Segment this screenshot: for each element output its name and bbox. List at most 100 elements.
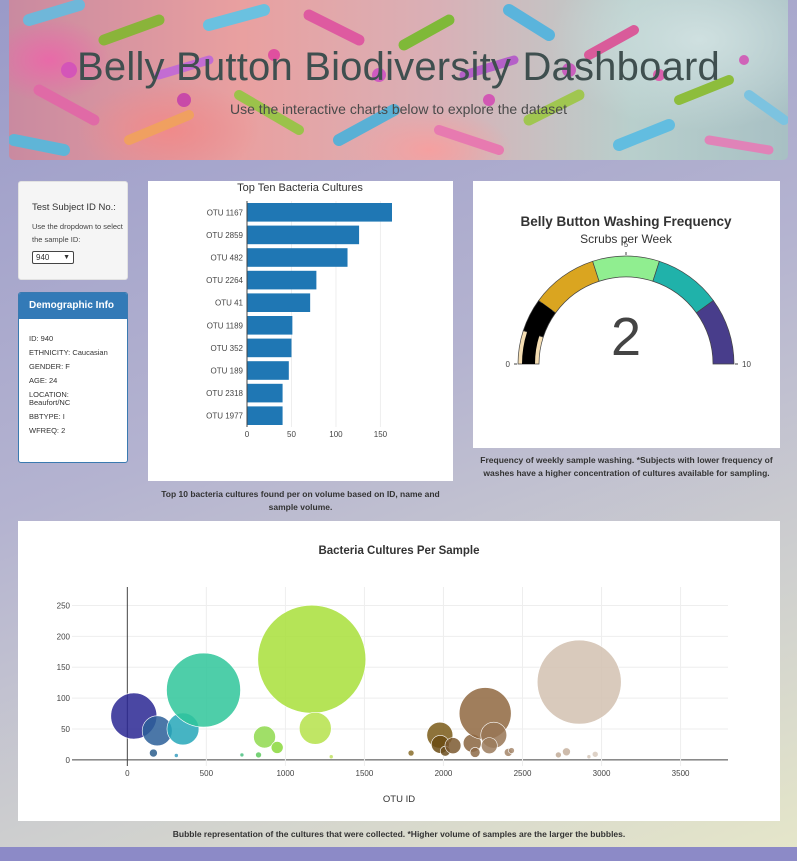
bar-mark (247, 293, 311, 312)
bar-x-tick-label: 100 (329, 430, 343, 439)
gauge-band (652, 260, 714, 314)
demographic-list: ID: 940 ETHNICITY: Caucasian GENDER: F A… (19, 319, 127, 435)
bar-category-label: OTU 2859 (206, 231, 243, 240)
subject-selector-card: Test Subject ID No.: Use the dropdown to… (18, 181, 128, 280)
bar-chart[interactable]: Top Ten Bacteria Cultures 0 50 100 150 OTU 11… (148, 181, 453, 481)
bar-mark (247, 203, 392, 222)
gauge-band (592, 255, 660, 282)
bubble-mark (508, 747, 515, 754)
bubble-chart-card: Bacteria Cultures Per Sample 0 50 100 150 200… (18, 521, 780, 821)
bubble-x-tick-label: 3000 (593, 769, 611, 778)
bar-category-label: OTU 2264 (206, 276, 243, 285)
bubble-x-tick-label: 1500 (356, 769, 374, 778)
bubble-mark (166, 652, 241, 728)
bubble-x-tick-label: 2000 (435, 769, 453, 778)
bar-x-tick-label: 0 (245, 430, 250, 439)
bar-category-label: OTU 2318 (206, 389, 243, 398)
bubble-chart-title: Bacteria Cultures Per Sample (318, 545, 479, 557)
demo-wfreq: WFREQ: 2 (29, 426, 66, 435)
bacteria-illustration (9, 0, 788, 156)
bubble-chart-caption: Bubble representation of the cultures th… (172, 829, 626, 839)
bar-category-label: OTU 1167 (207, 208, 244, 217)
bubble-y-tick-label: 200 (57, 632, 71, 641)
bar-x-tick-label: 50 (287, 430, 296, 439)
bubble-mark (481, 737, 498, 754)
bar-mark (247, 361, 289, 380)
bubble-y-tick-label: 0 (66, 756, 71, 765)
bubble-y-tick-label: 250 (57, 602, 71, 611)
selector-help-text: Use the dropdown to select the sample ID… (32, 222, 123, 244)
footer-band (0, 847, 797, 861)
bubble-mark (149, 748, 158, 758)
bubble-mark (469, 747, 481, 758)
demographic-panel: Demographic Info ID: 940 ETHNICITY: Cauc… (18, 292, 128, 463)
bubble-y-tick-label: 50 (61, 725, 70, 734)
bubble-y-tick-label: 100 (57, 694, 71, 703)
bar-chart-card: Top Ten Bacteria Cultures 0 50 100 150 OTU 11… (148, 181, 453, 481)
demo-gender: GENDER: F (29, 362, 70, 371)
bubble-mark (255, 751, 262, 759)
demo-ethnicity: ETHNICITY: Caucasian (29, 348, 108, 357)
bubble-x-tick-label: 0 (125, 769, 130, 778)
bar-mark (247, 338, 292, 358)
hero-banner: Belly Button Biodiversity Dashboard Use … (9, 0, 788, 160)
gauge-tick-label: 10 (742, 360, 751, 369)
bar-category-label: OTU 41 (215, 299, 244, 308)
bar-mark (247, 316, 293, 335)
gauge-title: Belly Button Washing Frequency (520, 214, 732, 229)
bar-mark (247, 406, 283, 425)
gauge-caption: Frequency of weekly sample washing. *Sub… (480, 455, 773, 478)
gauge-value-bar (522, 302, 553, 364)
gauge-band (538, 260, 600, 314)
bubble-mark (253, 725, 276, 749)
demo-age: AGE: 24 (29, 376, 58, 385)
bubble-mark (298, 712, 332, 745)
bubble-chart[interactable]: Bacteria Cultures Per Sample 0 50 100 150 200… (18, 521, 780, 821)
gauge-chart[interactable]: Belly Button Washing Frequency Scrubs per… (473, 181, 780, 448)
demographic-title: Demographic Info (19, 293, 127, 319)
bubble-mark (257, 604, 367, 714)
gauge-band (695, 300, 735, 365)
gauge-value: 2 (611, 307, 641, 367)
bubble-mark (591, 750, 599, 758)
bar-category-label: OTU 189 (211, 367, 244, 376)
gauge-tick-label: 0 (506, 360, 511, 369)
bar-mark (247, 270, 317, 290)
bubble-x-tick-label: 500 (200, 769, 214, 778)
bubble-mark (536, 639, 622, 725)
bubble-x-tick-label: 3500 (672, 769, 690, 778)
bubble-mark (239, 752, 245, 758)
bubble-mark (586, 754, 592, 760)
bar-chart-caption: Top 10 bacteria cultures found per on vo… (161, 489, 440, 512)
bubble-x-tick-label: 2500 (514, 769, 532, 778)
bubble-mark (407, 749, 415, 757)
gauge-card: Belly Button Washing Frequency Scrubs per… (473, 181, 780, 448)
bubble-y-tick-label: 150 (57, 663, 71, 672)
bar-chart-title: Top Ten Bacteria Cultures (237, 182, 363, 194)
bubble-mark (444, 737, 462, 754)
bar-category-label: OTU 1977 (206, 412, 243, 421)
bar-mark (247, 383, 283, 403)
gauge-tick-label: 5 (624, 240, 629, 249)
demo-id: ID: 940 (29, 334, 54, 343)
page-title: Belly Button Biodiversity Dashboard (77, 45, 720, 89)
bubble-x-tick-label: 1000 (276, 769, 294, 778)
chevron-down-icon: ▼ (63, 254, 70, 261)
bar-mark (247, 225, 360, 245)
gauge-subtitle: Scrubs per Week (580, 232, 673, 246)
sample-id-dropdown[interactable]: 940 ▼ (32, 251, 74, 264)
bar-x-tick-label: 150 (374, 430, 388, 439)
bar-category-label: OTU 1189 (207, 321, 244, 330)
bubble-x-axis-label: OTU ID (383, 794, 415, 805)
bubble-mark (555, 751, 562, 759)
page-subtitle: Use the interactive charts below to expl… (230, 101, 567, 117)
bubble-mark (174, 753, 179, 758)
bubble-mark (562, 747, 571, 757)
bubble-mark (328, 754, 334, 760)
bubble-mark (270, 741, 284, 754)
demo-location: LOCATION: Beaufort/NC (29, 390, 71, 407)
bar-category-label: OTU 352 (211, 344, 244, 353)
demo-bbtype: BBTYPE: I (29, 412, 65, 421)
sample-id-selected: 940 (36, 253, 50, 262)
bar-category-label: OTU 482 (211, 254, 244, 263)
